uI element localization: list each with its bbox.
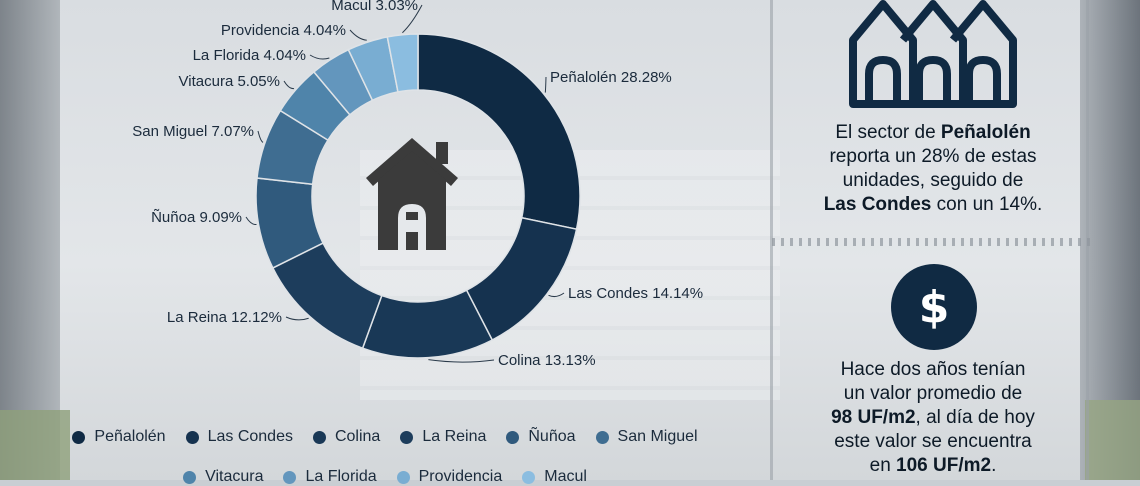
info-top-text: El sector de Peñalolén reporta un 28% de… [823, 122, 1043, 215]
legend-label-6: Vitacura [205, 468, 264, 485]
legend-item-1: Las Condes [185, 428, 293, 446]
donut-slice-9 [386, 33, 419, 93]
slice-label-4: Ñuñoa 9.09% [151, 209, 242, 226]
legend-dot-5 [595, 430, 609, 444]
legend-label-8: Providencia [418, 468, 503, 485]
leader-line-7 [309, 54, 330, 60]
legend-dot-7 [283, 470, 297, 484]
legend-item-4: Ñuñoa [506, 428, 576, 446]
rail-divider [772, 238, 1090, 246]
legend-label-9: Macul [544, 468, 587, 485]
leader-line-2 [428, 359, 495, 363]
leader-line-6 [283, 80, 295, 90]
dollar-icon: $ [891, 264, 977, 350]
legend-dot-4 [506, 430, 520, 444]
leader-line-8 [349, 29, 367, 41]
legend-item-0: Peñalolén [72, 428, 166, 446]
legend-dot-2 [312, 430, 326, 444]
slice-label-5: San Miguel 7.07% [132, 123, 254, 140]
house-icon [366, 138, 458, 250]
slice-label-0: Peñalolén 28.28% [550, 69, 672, 86]
row-houses-icon [849, 0, 1017, 108]
info-bottom-text: Hace dos años tenían un valor promedio d… [831, 359, 1035, 476]
donut-slice-0 [417, 33, 581, 231]
legend-item-6: Vitacura [183, 468, 263, 486]
slice-label-6: Vitacura 5.05% [179, 73, 280, 90]
legend-dot-3 [400, 430, 414, 444]
donut-chart: Peñalolén 28.28% Las Condes 14.14% Colina … [132, 0, 703, 369]
legend-label-2: Colina [334, 428, 381, 445]
legend-item-3: La Reina [400, 428, 486, 446]
legend-dot-1 [185, 430, 199, 444]
legend-dot-6 [183, 470, 197, 484]
leader-line-9 [402, 4, 423, 34]
svg-text:$: $ [919, 282, 950, 333]
legend-item-9: Macul [522, 468, 587, 486]
legend-label-3: La Reina [422, 428, 487, 445]
slice-label-9: Macul 3.03% [331, 0, 418, 14]
slice-label-3: La Reina 12.12% [167, 309, 282, 326]
legend-item-2: Colina [312, 428, 381, 446]
slice-label-1: Las Condes 14.14% [568, 285, 703, 302]
legend-row-2: Vitacura La Florida Providencia Macul [0, 468, 770, 486]
slice-label-2: Colina 13.13% [498, 352, 596, 369]
legend-label-7: La Florida [305, 468, 377, 485]
legend-item-8: Providencia [396, 468, 503, 486]
legend-row-1: Peñalolén Las Condes Colina La Reina Ñuñoa Sa… [0, 428, 770, 446]
slice-label-8: Providencia 4.04% [221, 22, 346, 39]
leader-line-1 [548, 292, 565, 298]
legend-label-5: San Miguel [617, 428, 698, 445]
leader-line-5 [257, 130, 264, 143]
leader-line-3 [285, 316, 309, 321]
slice-label-7: La Florida 4.04% [193, 47, 306, 64]
legend-dot-0 [72, 430, 86, 444]
leader-line-0 [544, 76, 547, 93]
leader-line-4 [245, 216, 257, 226]
legend-dot-8 [396, 470, 410, 484]
legend-item-5: San Miguel [595, 428, 698, 446]
legend-dot-9 [522, 470, 536, 484]
legend-item-7: La Florida [283, 468, 377, 486]
legend-label-4: Ñuñoa [528, 428, 576, 445]
legend-label-0: Peñalolén [94, 428, 166, 445]
panel-divider-left [770, 0, 773, 480]
legend-label-1: Las Condes [207, 428, 293, 445]
